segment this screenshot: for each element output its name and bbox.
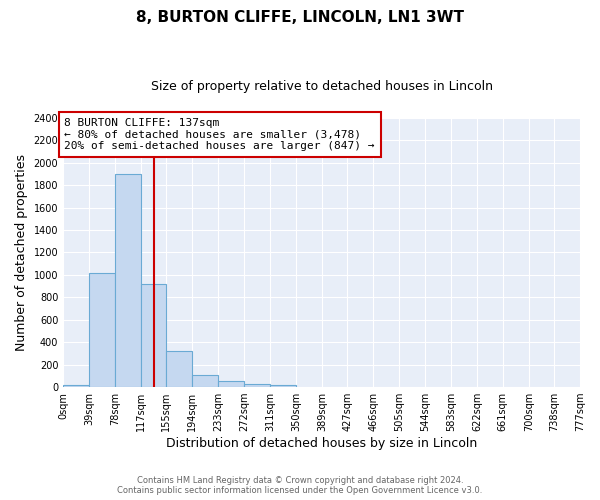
Bar [192, 376, 218, 387]
Bar [141, 284, 166, 387]
Text: 8 BURTON CLIFFE: 137sqm
← 80% of detached houses are smaller (3,478)
20% of semi: 8 BURTON CLIFFE: 137sqm ← 80% of detache… [64, 118, 375, 151]
Bar [115, 174, 141, 387]
Bar [166, 351, 192, 387]
Text: 8, BURTON CLIFFE, LINCOLN, LN1 3WT: 8, BURTON CLIFFE, LINCOLN, LN1 3WT [136, 10, 464, 25]
Bar [63, 385, 89, 387]
Bar [244, 384, 270, 387]
Title: Size of property relative to detached houses in Lincoln: Size of property relative to detached ho… [151, 80, 493, 93]
X-axis label: Distribution of detached houses by size in Lincoln: Distribution of detached houses by size … [166, 437, 477, 450]
Y-axis label: Number of detached properties: Number of detached properties [15, 154, 28, 351]
Text: Contains HM Land Registry data © Crown copyright and database right 2024.
Contai: Contains HM Land Registry data © Crown c… [118, 476, 482, 495]
Bar [89, 272, 115, 387]
Bar [270, 385, 296, 387]
Bar [218, 382, 244, 387]
